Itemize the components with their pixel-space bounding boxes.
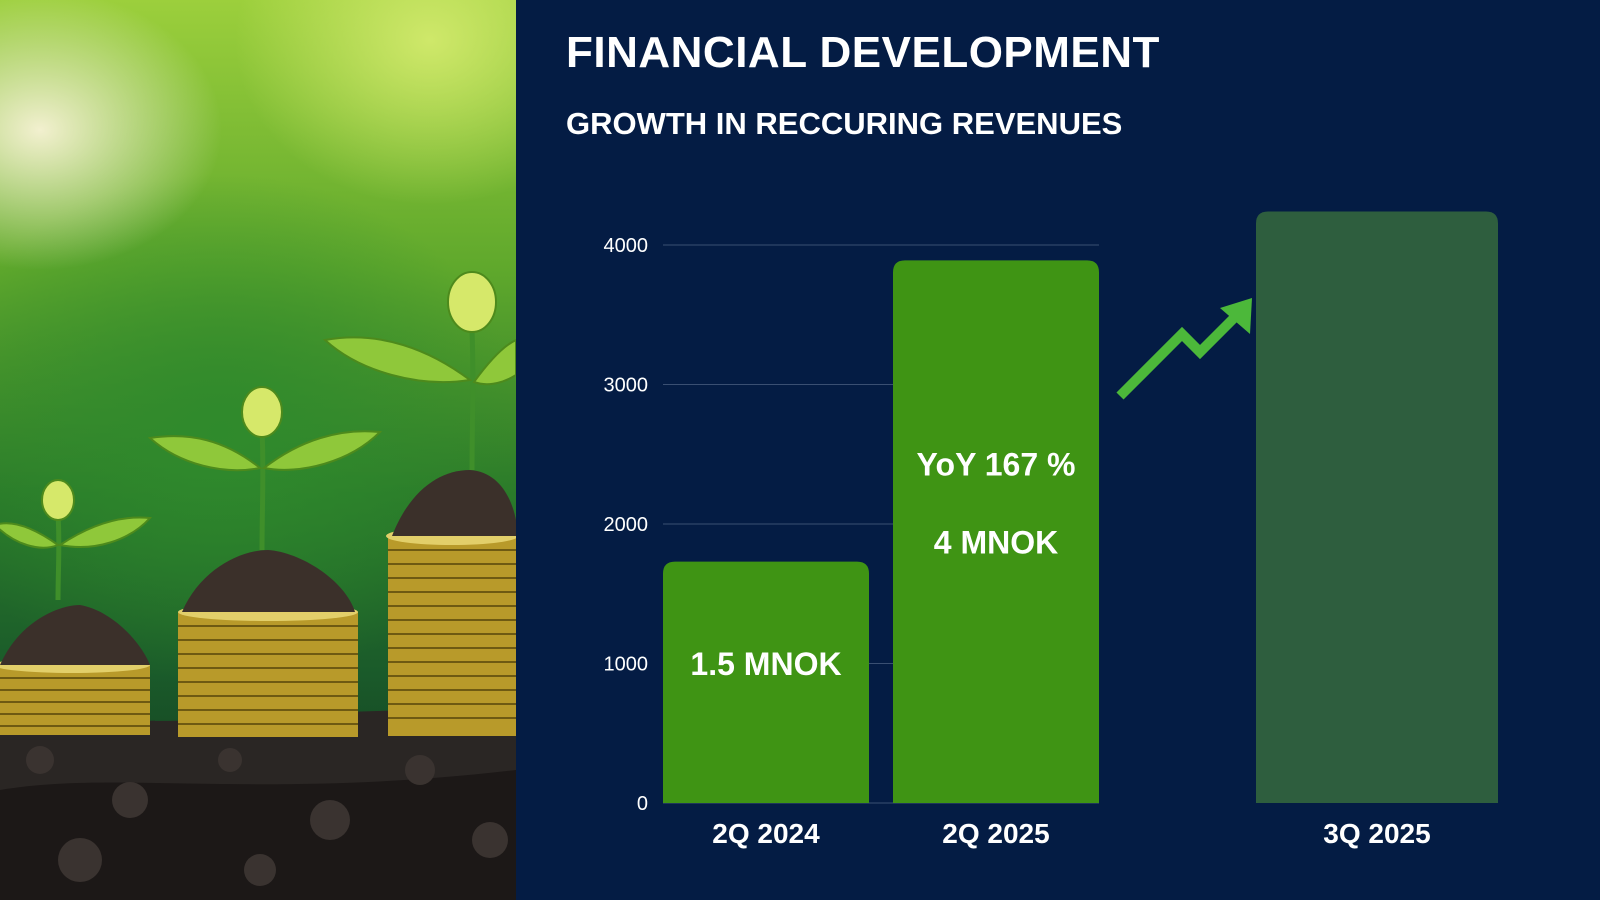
slide-title: FINANCIAL DEVELOPMENT [566, 28, 1160, 77]
y-axis-ticks: 0 1000 2000 3000 4000 [604, 235, 649, 815]
y-tick-label: 3000 [604, 375, 649, 397]
bar-value-label: YoY 167 % [917, 446, 1076, 482]
y-tick-label: 4000 [604, 235, 649, 257]
bar-2q-2025 [893, 260, 1099, 804]
slide-subtitle: GROWTH IN RECCURING REVENUES [566, 106, 1123, 141]
y-tick-label: 0 [637, 793, 648, 815]
content-panel: FINANCIAL DEVELOPMENT GROWTH IN RECCURIN… [516, 0, 1600, 900]
bars [663, 211, 1498, 804]
y-tick-label: 2000 [604, 514, 649, 536]
plants-on-coins-illustration [0, 271, 516, 900]
y-tick-label: 1000 [604, 654, 649, 676]
x-category-label: 3Q 2025 [1323, 818, 1430, 849]
up-trend-arrow-icon [1116, 298, 1252, 400]
x-category-label: 2Q 2024 [712, 818, 820, 849]
revenue-bar-chart: 0 1000 2000 3000 4000 1.5 MNOK YoY 167 % 4 MNO… [604, 211, 1498, 849]
bar-value-label: 4 MNOK [934, 524, 1058, 560]
growth-photo [0, 0, 516, 900]
bar-2q-2024 [663, 561, 869, 803]
bar-value-labels: 1.5 MNOK YoY 167 % 4 MNOK [690, 446, 1075, 682]
x-category-label: 2Q 2025 [942, 818, 1049, 849]
bar-value-label: 1.5 MNOK [690, 646, 841, 682]
x-axis-categories: 2Q 2024 2Q 2025 3Q 2025 [712, 818, 1430, 849]
bar-3q-2025 [1256, 211, 1498, 803]
